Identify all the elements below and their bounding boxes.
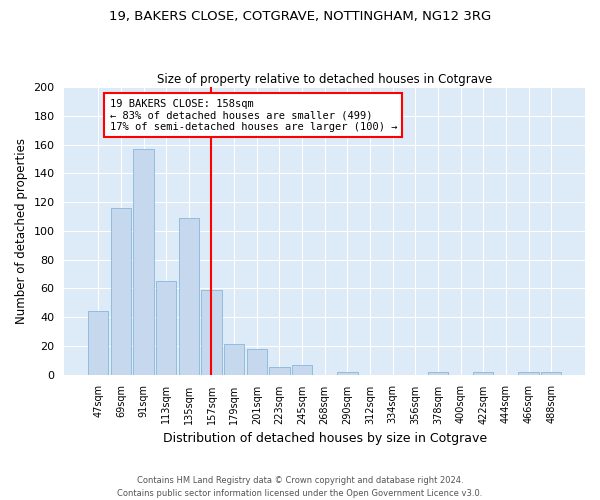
Bar	[337, 372, 358, 374]
Bar	[269, 368, 290, 374]
Text: 19, BAKERS CLOSE, COTGRAVE, NOTTINGHAM, NG12 3RG: 19, BAKERS CLOSE, COTGRAVE, NOTTINGHAM, …	[109, 10, 491, 23]
Bar	[88, 312, 109, 374]
Bar	[133, 149, 154, 374]
Bar	[201, 290, 221, 374]
Bar	[292, 364, 312, 374]
Text: Contains HM Land Registry data © Crown copyright and database right 2024.
Contai: Contains HM Land Registry data © Crown c…	[118, 476, 482, 498]
Y-axis label: Number of detached properties: Number of detached properties	[15, 138, 28, 324]
Title: Size of property relative to detached houses in Cotgrave: Size of property relative to detached ho…	[157, 73, 493, 86]
Bar	[428, 372, 448, 374]
Bar	[111, 208, 131, 374]
Bar	[224, 344, 244, 374]
Bar	[518, 372, 539, 374]
Bar	[473, 372, 493, 374]
Bar	[179, 218, 199, 374]
Bar	[541, 372, 562, 374]
X-axis label: Distribution of detached houses by size in Cotgrave: Distribution of detached houses by size …	[163, 432, 487, 445]
Bar	[247, 348, 267, 374]
Text: 19 BAKERS CLOSE: 158sqm
← 83% of detached houses are smaller (499)
17% of semi-d: 19 BAKERS CLOSE: 158sqm ← 83% of detache…	[110, 98, 397, 132]
Bar	[156, 281, 176, 374]
